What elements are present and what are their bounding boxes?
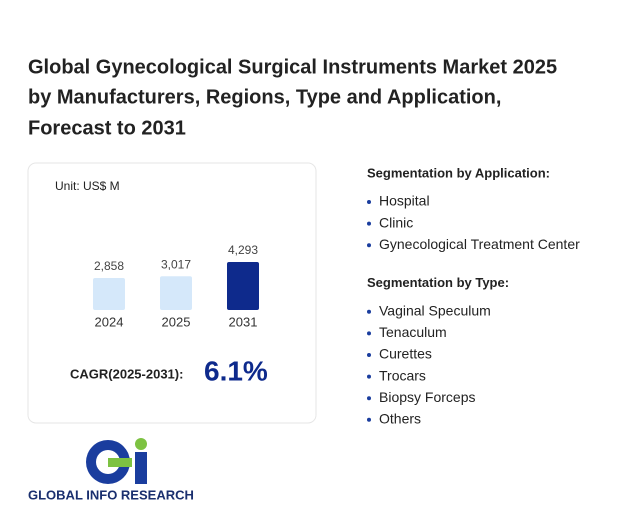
x-tick-label: 2025 [162,314,191,329]
cagr-label: CAGR(2025-2031): [70,366,183,381]
cagr-value: 6.1% [204,355,268,386]
bullet [367,200,371,204]
bullet [367,353,371,357]
unit-label: Unit: US$ M [55,179,120,193]
bullet [367,309,371,314]
title-line: Global Gynecological Surgical Instrument… [28,56,557,78]
value-label: 3,017 [161,257,191,271]
bullet [367,221,371,226]
segment-item: Tenaculum [379,324,447,340]
bullet [367,396,371,401]
bullet [367,374,371,379]
x-tick-label: 2024 [95,314,124,329]
segment-heading: Segmentation by Application: [367,165,550,180]
segment-item: Hospital [379,193,430,209]
segment-item: Others [379,411,421,427]
segment-item: Trocars [379,367,426,383]
segment-item: Biopsy Forceps [379,389,475,405]
logo [86,438,147,484]
value-label: 2,858 [94,259,124,273]
segment-item: Curettes [379,346,432,362]
bullet [367,417,371,422]
bar [227,262,259,310]
segment-item: Clinic [379,214,413,230]
bullet [367,331,371,336]
logo-text: GLOBAL INFO RESEARCH [28,487,194,502]
x-tick-label: 2031 [229,314,258,329]
title-line: by Manufacturers, Regions, Type and Appl… [28,86,501,108]
segment-heading: Segmentation by Type: [367,275,509,290]
bar [93,278,125,310]
bar [160,276,192,310]
segment-item: Gynecological Treatment Center [379,236,580,252]
title-line: Forecast to 2031 [28,117,186,139]
segment-item: Vaginal Speculum [379,303,491,319]
bullet [367,243,371,248]
value-label: 4,293 [228,243,258,257]
